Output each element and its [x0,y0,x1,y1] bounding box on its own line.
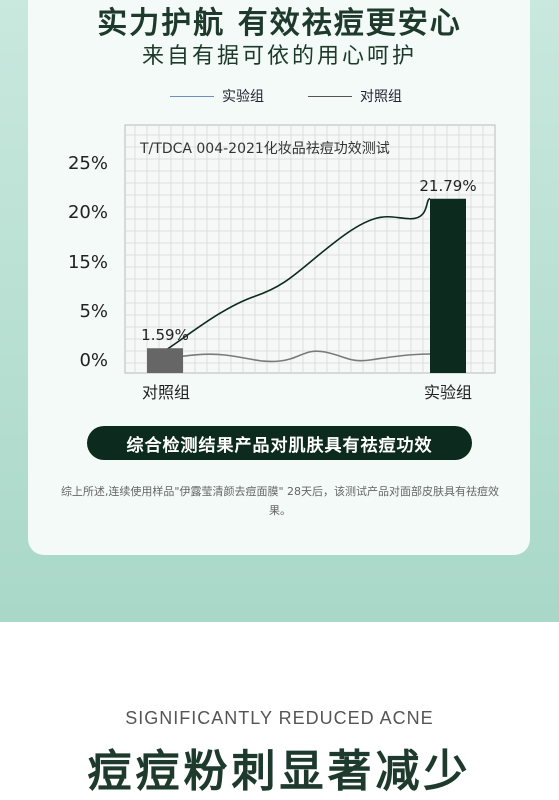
bar-chart: T/TDCA 004-2021化妆品祛痘功效测试 0% 5% 15% 20% 25% 1… [68,124,496,402]
legend-item-experimental: 实验组 [170,86,264,106]
y-tick-label: 25% [68,153,108,174]
bar-control [147,348,183,373]
legend-item-control: 对照组 [308,86,402,106]
chart-title: T/TDCA 004-2021化妆品祛痘功效测试 [139,141,390,157]
section-title-chinese: 痘痘粉刺显著减少 [87,746,472,797]
bar-value-label: 1.59% [141,326,189,344]
page-title: 实力护航 有效祛痘更安心 [97,6,462,41]
y-tick-label: 5% [79,301,108,322]
bars: 1.59% 21.79% [141,177,477,373]
curve-control [160,350,431,363]
conclusion-banner: 综合检测结果产品对肌肤具有祛痘功效 [87,426,472,460]
legend-label-control: 对照组 [360,89,402,105]
legend-line-control [308,95,352,97]
legend-label-experimental: 实验组 [222,89,264,105]
legend-line-experimental [170,95,214,97]
bar-value-label: 21.79% [419,177,476,195]
y-axis-ticks: 0% 5% 15% 20% 25% [68,153,108,371]
trend-curves [160,197,431,363]
x-tick-label: 实验组 [424,383,472,402]
footnote: 综上所述,连续使用样品"伊露莹清颜去痘面膜" 28天后，该测试产品对面部皮肤具有… [60,485,500,517]
y-tick-label: 15% [68,252,108,273]
page-subtitle: 来自有据可依的用心呵护 [141,44,417,69]
chart-legend: 实验组 对照组 [0,86,559,106]
curve-experimental [160,197,431,354]
y-tick-label: 20% [68,202,108,223]
x-tick-label: 对照组 [142,383,190,402]
bar-experimental [430,198,466,373]
section-title-english: SIGNIFICANTLY REDUCED ACNE [125,708,434,728]
y-tick-label: 0% [79,350,108,371]
x-axis-ticks: 对照组 实验组 [142,383,472,402]
